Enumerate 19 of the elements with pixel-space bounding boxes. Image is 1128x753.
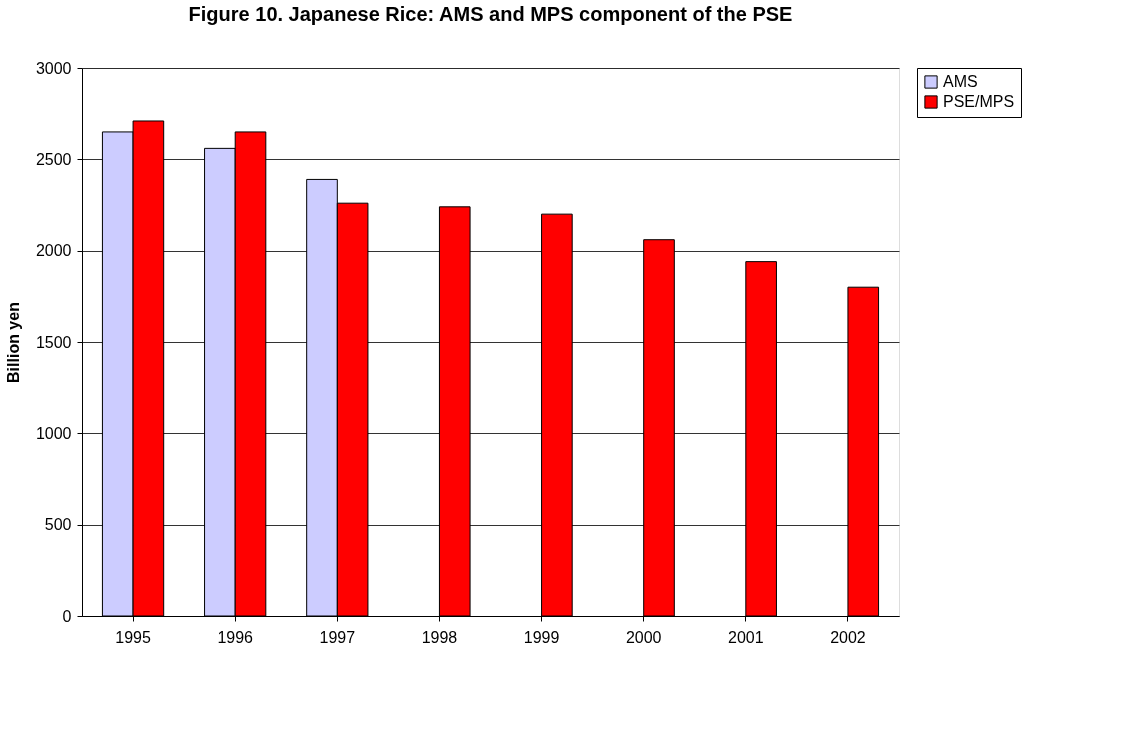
x-tick-label: 1997 [319, 628, 356, 646]
y-tick-label: 0 [62, 607, 72, 625]
y-tick-label: 500 [44, 516, 72, 534]
y-tick-label: 2500 [35, 150, 72, 168]
x-tick-label: 1996 [217, 628, 254, 646]
x-tick-label: 2000 [625, 628, 662, 646]
y-tick-label: 1500 [35, 333, 72, 351]
chart-title: Figure 10. Japanese Rice: AMS and MPS component of the PSE [188, 3, 793, 25]
legend-label: AMS [943, 73, 978, 90]
y-tick-label: 2000 [35, 242, 72, 260]
x-tick-label: 1995 [115, 628, 151, 646]
x-tick-label: 2002 [830, 628, 866, 646]
x-tick-label: 1998 [421, 628, 458, 646]
y-tick-label: 1000 [35, 424, 72, 442]
legend-label: PSE/MPS [943, 93, 1015, 110]
x-tick-label: 1999 [523, 628, 560, 646]
y-tick-label: 3000 [35, 59, 72, 77]
y-axis-title: Billion yen [4, 302, 22, 383]
x-tick-label: 2001 [728, 628, 764, 646]
